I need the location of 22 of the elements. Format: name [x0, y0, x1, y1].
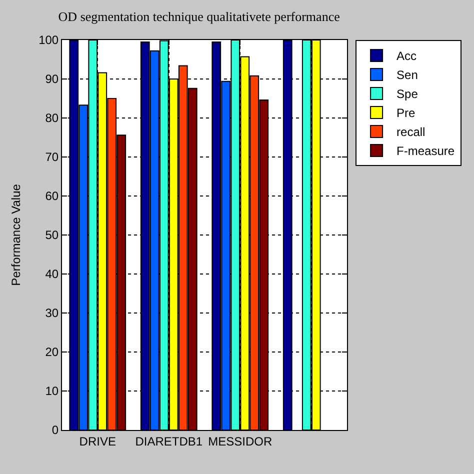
legend-label: Sen [396, 68, 418, 82]
y-tick-label: 100 [38, 33, 59, 48]
y-tick-label: 80 [45, 111, 59, 126]
x-tick-label: DIARETDB1 [135, 434, 203, 448]
chart-title: OD segmentation technique qualitativete performance [58, 8, 340, 24]
x-tick-label: DRIVE [79, 434, 116, 448]
legend-label: Pre [396, 106, 416, 120]
legend-label: Acc [396, 49, 417, 64]
y-tick-label: 0 [52, 423, 59, 438]
y-tick-label: 40 [45, 267, 59, 282]
legend-label: Spe [396, 87, 418, 102]
y-axis-title: Performance Value [8, 184, 23, 286]
y-tick-label: 90 [45, 72, 59, 86]
legend-label: recall [396, 125, 426, 140]
y-tick-label: 20 [45, 345, 59, 360]
y-tick-label: 50 [45, 228, 59, 242]
x-tick-label: MESSIDOR [208, 434, 272, 448]
y-tick-label: 60 [45, 189, 59, 204]
y-tick-label: 10 [45, 384, 59, 398]
y-tick-label: 30 [45, 306, 59, 320]
y-tick-label: 70 [45, 150, 59, 164]
legend-label: F-measure [396, 144, 455, 158]
